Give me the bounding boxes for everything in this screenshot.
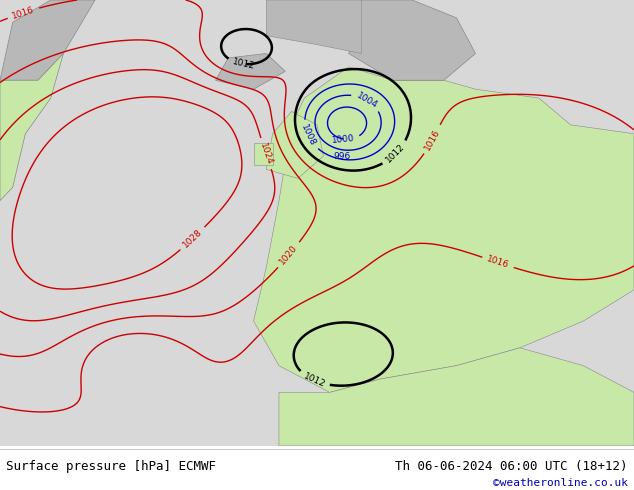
Text: 1004: 1004	[354, 91, 379, 110]
Text: 1012: 1012	[384, 142, 407, 165]
Polygon shape	[216, 53, 285, 89]
Text: 1012: 1012	[302, 371, 327, 389]
Text: 1012: 1012	[231, 57, 256, 71]
Polygon shape	[254, 143, 273, 165]
Text: 1016: 1016	[11, 5, 36, 21]
Polygon shape	[266, 0, 361, 53]
Text: 1008: 1008	[299, 123, 317, 148]
Text: 1016: 1016	[486, 255, 510, 270]
Polygon shape	[254, 67, 634, 392]
Polygon shape	[349, 0, 476, 80]
Text: 1024: 1024	[258, 142, 274, 166]
Polygon shape	[0, 0, 95, 80]
Text: 1028: 1028	[181, 227, 204, 250]
Text: 1016: 1016	[423, 127, 442, 152]
Text: Surface pressure [hPa] ECMWF: Surface pressure [hPa] ECMWF	[6, 460, 216, 473]
Polygon shape	[266, 112, 323, 178]
Polygon shape	[279, 348, 634, 446]
Text: ©weatheronline.co.uk: ©weatheronline.co.uk	[493, 478, 628, 488]
Text: 1020: 1020	[278, 244, 300, 267]
Text: 1000: 1000	[332, 133, 356, 145]
Text: 996: 996	[333, 151, 351, 161]
Text: Th 06-06-2024 06:00 UTC (18+12): Th 06-06-2024 06:00 UTC (18+12)	[395, 460, 628, 473]
Polygon shape	[0, 53, 63, 201]
